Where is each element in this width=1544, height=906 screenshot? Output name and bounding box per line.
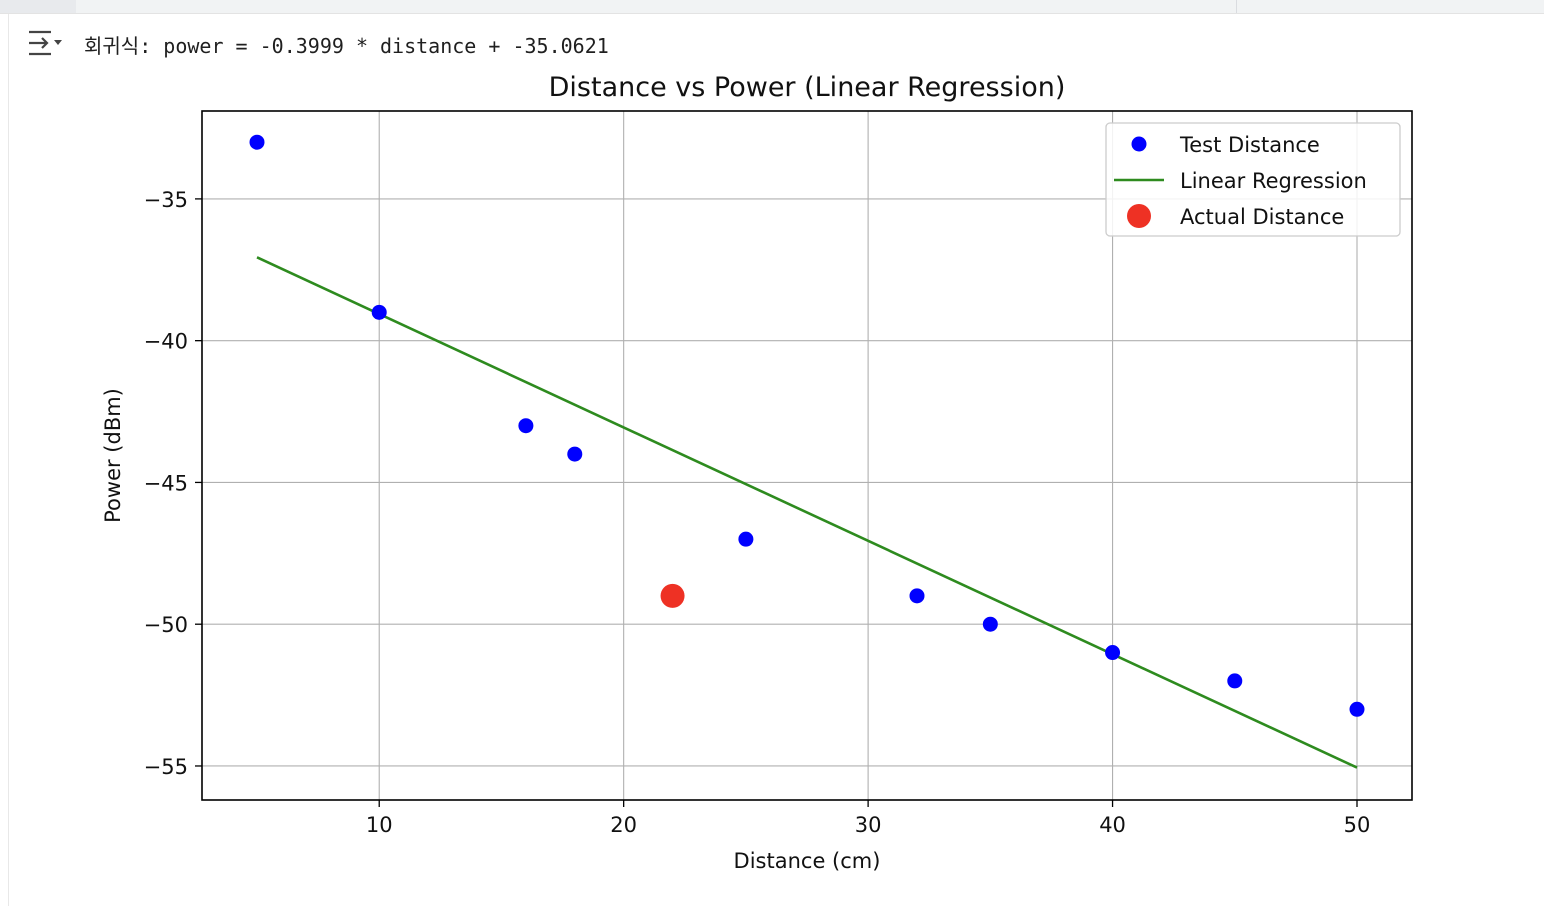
axis-ticks: 10 20 30 40 50 −35 −40 −45 −50 −55 — [144, 188, 1371, 837]
chart: 10 20 30 40 50 −35 −40 −45 −50 −55 Distance vs Po… — [101, 72, 1413, 873]
test-distance-point — [1105, 645, 1121, 661]
legend-entry-label: Actual Distance — [1180, 205, 1344, 229]
test-distance-point — [738, 531, 754, 547]
scatter-points — [249, 134, 1365, 717]
y-tick-label: −35 — [144, 188, 188, 212]
legend-marker-swatch — [1131, 136, 1147, 152]
cell-border — [8, 14, 9, 906]
test-distance-point — [567, 446, 583, 462]
cell-gutter — [0, 0, 76, 13]
x-tick-label: 30 — [855, 813, 882, 837]
output-collapse-icon[interactable] — [25, 28, 63, 58]
chart-legend: Test Distance Linear Regression Actual Dis… — [1105, 122, 1401, 237]
chart-title: Distance vs Power (Linear Regression) — [549, 72, 1066, 103]
legend-entry-label: Linear Regression — [1180, 169, 1367, 193]
test-distance-point — [518, 418, 534, 434]
test-distance-point — [249, 134, 265, 150]
x-axis-label: Distance (cm) — [734, 849, 881, 873]
toolbar-divider — [1236, 0, 1237, 13]
test-distance-point — [1227, 673, 1243, 689]
x-tick-label: 10 — [366, 813, 393, 837]
y-tick-label: −55 — [144, 755, 188, 779]
x-tick-label: 20 — [610, 813, 637, 837]
legend-marker-swatch — [1127, 204, 1151, 228]
legend-entry-label: Test Distance — [1179, 133, 1320, 157]
notebook-toolbar — [0, 0, 1544, 14]
test-distance-point — [371, 304, 387, 320]
y-tick-label: −40 — [144, 330, 188, 354]
output-text: 회귀식: power = -0.3999 * distance + -35.06… — [84, 34, 609, 58]
x-tick-label: 40 — [1099, 813, 1126, 837]
plot-frame — [201, 110, 1413, 801]
test-distance-point — [1349, 701, 1365, 717]
x-tick-label: 50 — [1344, 813, 1371, 837]
test-distance-point — [982, 616, 998, 632]
test-distance-point — [909, 588, 925, 604]
legend-box — [1105, 122, 1401, 237]
y-axis-label: Power (dBm) — [101, 388, 125, 523]
actual-distance-point — [660, 583, 685, 608]
regression-line — [256, 256, 1358, 769]
y-tick-label: −50 — [144, 613, 188, 637]
regression-line-layer — [256, 256, 1358, 769]
y-tick-label: −45 — [144, 471, 188, 495]
